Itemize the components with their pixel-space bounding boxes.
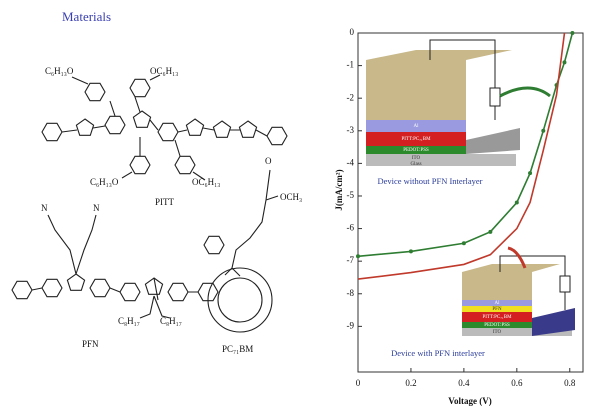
marker (356, 254, 360, 259)
substituent: C₆H₁₃O (90, 177, 119, 187)
layer (462, 328, 572, 336)
x-tick-label: 0.8 (564, 378, 576, 388)
ring (41, 122, 63, 142)
layer-label: PITT:PC₇₁BM (482, 315, 512, 320)
molecule-name: PFN (82, 339, 99, 349)
bonds (61, 74, 268, 181)
layer-label: PFN (492, 307, 502, 312)
atom: N (41, 203, 48, 213)
device-top (462, 264, 560, 272)
pcbm-structure (203, 169, 279, 333)
layer-label: ITO (493, 330, 502, 335)
x-tick-label: 0.4 (458, 378, 470, 388)
plot-frame (357, 32, 584, 373)
ring (75, 118, 95, 136)
y-tick-label: -1 (347, 60, 355, 70)
device-inset (366, 39, 551, 166)
pfn-structure (11, 214, 219, 319)
layer (366, 132, 466, 146)
arrow (507, 246, 527, 269)
x-tick-label: 0.6 (511, 378, 523, 388)
device-caption: Device without PFN Interlayer (377, 176, 482, 186)
ring (41, 278, 63, 298)
layer (462, 306, 532, 312)
device-caption: Device with PFN interlayer (391, 348, 485, 358)
layer (462, 312, 532, 322)
substituent: OC₆H₁₃ (150, 66, 178, 76)
layer (366, 60, 466, 120)
x-tick-label: 0.2 (405, 378, 416, 388)
layer (366, 146, 466, 154)
y-tick-label: -7 (347, 255, 355, 265)
layer-label: ITO (412, 156, 421, 161)
layer-label: PITT:PC₇₁BM (401, 137, 431, 142)
ring (104, 115, 126, 135)
y-axis-label: J(mA/cm²) (334, 169, 344, 210)
layer-label: PEDOT:PSS (403, 148, 429, 153)
x-axis-label: Voltage (V) (448, 396, 491, 406)
y-tick-label: -9 (347, 320, 355, 330)
layer (462, 300, 532, 306)
layer (366, 154, 516, 166)
bonds (31, 214, 198, 319)
device-inset (462, 246, 575, 336)
layer (462, 272, 532, 300)
materials-title: Materials (62, 9, 111, 24)
layer (532, 308, 575, 336)
resistor (489, 87, 501, 107)
y-tick-label: -3 (347, 125, 355, 135)
ring (185, 118, 205, 136)
device-top (366, 50, 512, 60)
ring (266, 126, 288, 146)
atom: OCH₃ (280, 192, 302, 202)
substituent: OC₆H₁₃ (192, 177, 220, 187)
layer-label: Al (414, 124, 420, 129)
arrow (499, 86, 551, 98)
layer-label: PEDOT:PSS (484, 323, 510, 328)
ring (167, 282, 189, 302)
ring (212, 120, 232, 138)
curve (357, 32, 574, 258)
layer (466, 128, 520, 154)
fullerene (207, 267, 273, 333)
ring (238, 120, 258, 138)
layer (462, 322, 532, 328)
layer-label: Al (495, 301, 501, 306)
pitt-structure (41, 74, 288, 181)
atom: N (93, 203, 100, 213)
bonds (224, 169, 279, 277)
y-tick-label: -8 (347, 288, 355, 298)
layer (366, 120, 466, 132)
ring (89, 278, 111, 298)
substituent: C₈H₁₇ (160, 316, 182, 326)
ring (203, 235, 225, 255)
atom: O (265, 156, 272, 166)
ring (174, 155, 196, 175)
molecule-name: PITT (155, 197, 175, 207)
substituent: C₈H₁₇ (118, 316, 140, 326)
ring (119, 282, 141, 302)
ring (66, 273, 86, 291)
y-tick-label: 0 (350, 27, 355, 37)
y-tick-label: -5 (347, 190, 355, 200)
y-tick-label: -6 (347, 223, 355, 233)
substituent: C₆H₁₃O (45, 66, 74, 76)
fullerene (217, 277, 263, 323)
resistor (559, 275, 571, 293)
ring (129, 155, 151, 175)
x-tick-label: 0 (356, 378, 361, 388)
molecule-name: PC₇₁BM (222, 344, 253, 354)
layer-label: Glass (410, 162, 421, 167)
y-tick-label: -2 (347, 92, 355, 102)
curve (357, 32, 566, 280)
y-tick-label: -4 (347, 157, 355, 167)
ring (11, 280, 33, 300)
ring (157, 122, 179, 142)
ring (129, 78, 151, 98)
ring (84, 82, 106, 102)
ring (132, 110, 152, 128)
